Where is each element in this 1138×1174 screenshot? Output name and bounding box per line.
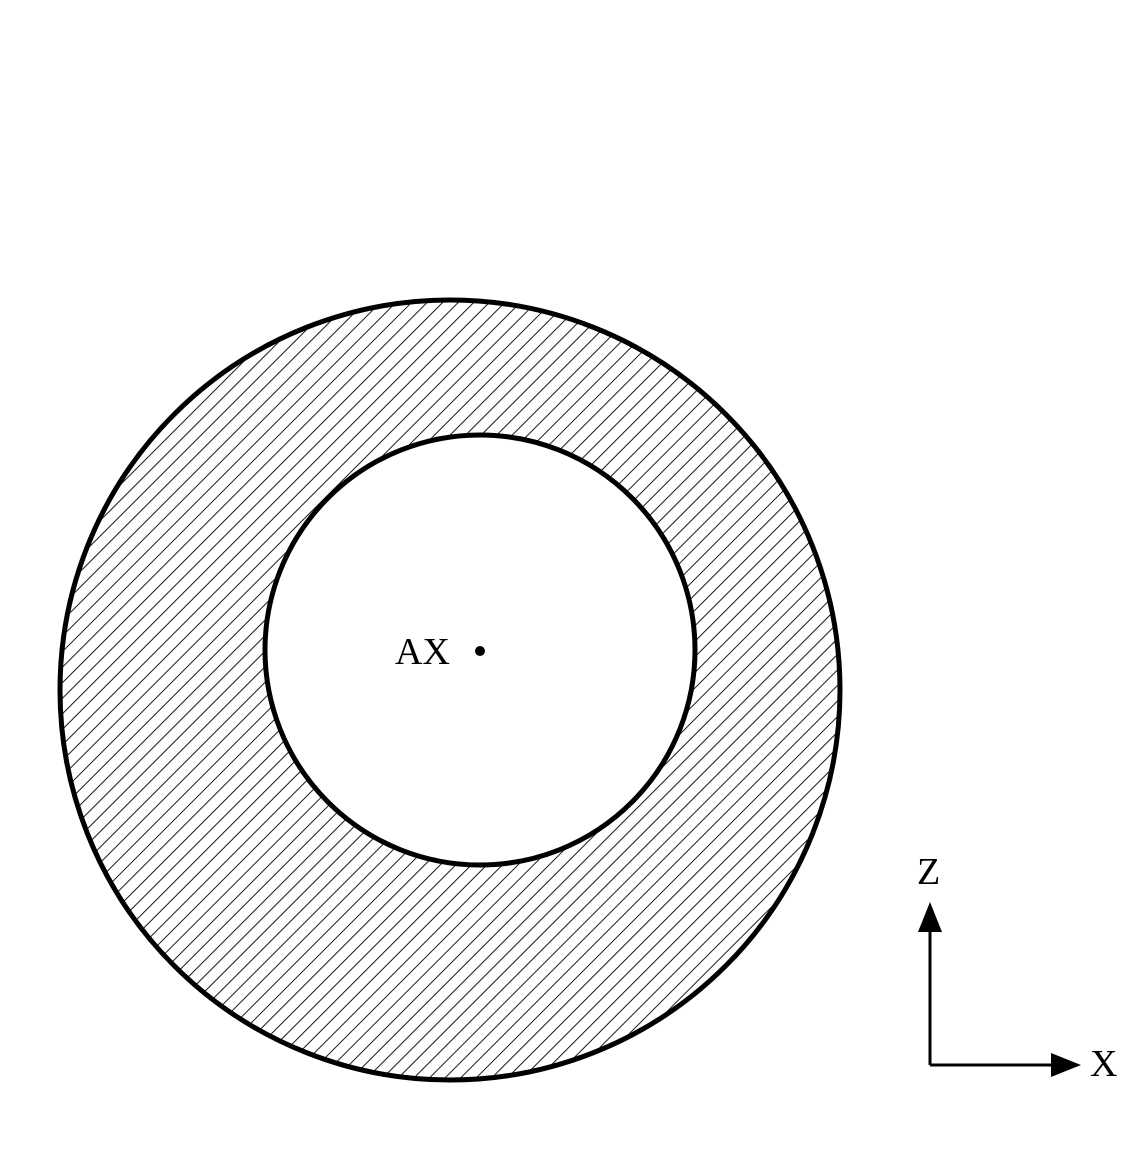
hatched-annulus	[50, 290, 850, 1090]
z-axis-label: Z	[917, 850, 940, 894]
center-point-label: AX	[395, 630, 450, 674]
annulus-diagram	[50, 290, 850, 1090]
annulus-svg	[50, 290, 850, 1090]
x-axis-label: X	[1090, 1042, 1117, 1086]
center-point-dot	[475, 646, 485, 656]
